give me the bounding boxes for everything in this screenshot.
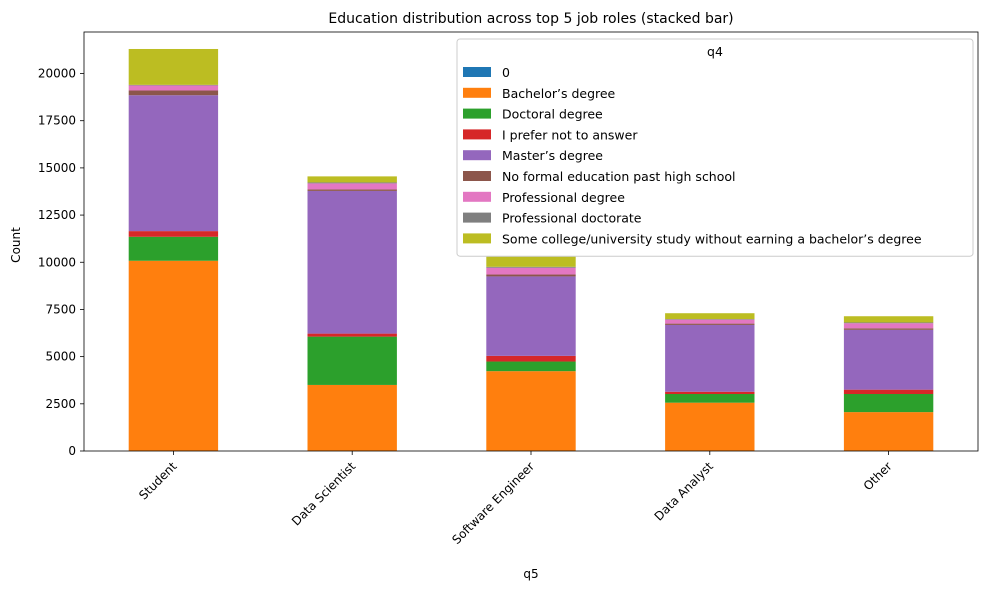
x-tick-label: Data Analyst — [652, 459, 717, 524]
bar-segment-other-series-1 — [843, 412, 934, 451]
bar-segment-data-scientist-series-2 — [307, 336, 397, 385]
y-tick-label: 15000 — [38, 161, 76, 175]
bar-segment-student-series-6 — [128, 85, 219, 91]
bar-segment-software-engineer-series-4 — [486, 276, 576, 356]
bars-layer — [128, 48, 934, 451]
x-tick-label: Data Scientist — [289, 459, 359, 529]
legend-swatch — [463, 87, 491, 98]
x-axis-label: q5 — [523, 567, 538, 581]
legend-box — [456, 38, 974, 257]
bar-segment-data-analyst-series-3 — [665, 391, 755, 395]
bar-segment-student-series-5 — [128, 90, 219, 96]
bar-segment-other-series-8 — [843, 316, 934, 323]
bar-segment-data-scientist-series-3 — [307, 333, 397, 337]
legend-swatch — [463, 191, 491, 202]
bar-segment-student-series-1 — [128, 260, 219, 451]
bar-segment-other-series-4 — [843, 329, 934, 390]
legend-entry-label: Master’s degree — [502, 148, 603, 163]
bar-segment-data-scientist-series-7 — [307, 182, 397, 184]
bar-segment-student-series-2 — [128, 236, 219, 261]
y-tick-label: 7500 — [45, 302, 76, 316]
bar-segment-data-analyst-series-5 — [665, 323, 755, 325]
y-tick-label: 2500 — [45, 397, 76, 411]
x-tick-label: Other — [861, 459, 895, 493]
chart-title: Education distribution across top 5 job … — [328, 11, 733, 27]
bar-segment-other-series-2 — [843, 394, 934, 413]
bar-segment-data-scientist-series-4 — [307, 190, 397, 334]
legend-entry-label: No formal education past high school — [502, 169, 736, 184]
bar-segment-other-series-7 — [843, 322, 934, 324]
bar-segment-data-analyst-series-1 — [665, 402, 755, 451]
legend-swatch — [463, 212, 491, 223]
legend: q4 0 Bachelor’s degree Doctoral degree I pre… — [456, 38, 974, 257]
legend-entry-label: Professional degree — [502, 190, 625, 205]
legend-entry-label: Professional doctorate — [502, 211, 642, 226]
bar-segment-data-scientist-series-8 — [307, 176, 397, 183]
bar-segment-other-series-6 — [843, 323, 934, 329]
y-tick-label: 0 — [68, 444, 76, 458]
bar-segment-software-engineer-series-7 — [486, 266, 576, 268]
y-tick-label: 12500 — [38, 208, 76, 222]
legend-swatch — [463, 233, 491, 244]
y-tick-label: 17500 — [38, 114, 76, 128]
legend-entry-label: Some college/university study without ea… — [502, 231, 922, 246]
bar-segment-student-series-8 — [128, 48, 219, 85]
bar-segment-data-analyst-series-7 — [665, 319, 755, 320]
bar-segment-data-scientist-series-1 — [307, 384, 397, 451]
x-tick-label: Student — [136, 459, 180, 503]
bar-segment-student-series-3 — [128, 231, 219, 237]
x-tick-label: Software Engineer — [449, 459, 537, 547]
bar-segment-data-analyst-series-6 — [665, 319, 755, 324]
legend-title: q4 — [707, 44, 723, 59]
legend-swatch — [463, 67, 491, 77]
bar-segment-student-series-4 — [128, 95, 219, 232]
bar-segment-software-engineer-series-5 — [486, 274, 576, 277]
bar-segment-student-series-7 — [128, 84, 219, 86]
bar-segment-software-engineer-series-1 — [486, 371, 576, 451]
bar-segment-software-engineer-series-3 — [486, 355, 576, 362]
legend-swatch — [463, 108, 491, 119]
bar-segment-data-scientist-series-5 — [307, 189, 397, 191]
legend-swatch — [463, 171, 491, 181]
legend-swatch — [463, 129, 491, 140]
bar-segment-software-engineer-series-2 — [486, 361, 576, 372]
legend-entry-label: Doctoral degree — [502, 107, 603, 122]
bar-segment-data-analyst-series-4 — [665, 324, 755, 392]
y-tick-label: 5000 — [45, 350, 76, 364]
bar-segment-other-series-3 — [843, 389, 934, 395]
bar-segment-data-scientist-series-6 — [307, 183, 397, 190]
y-axis-label: Count — [9, 227, 23, 263]
legend-entry-label: I prefer not to answer — [502, 127, 638, 142]
legend-entry-label: Bachelor’s degree — [502, 86, 616, 101]
y-tick-label: 20000 — [38, 67, 76, 81]
bar-segment-data-analyst-series-8 — [665, 313, 755, 320]
y-tick-label: 10000 — [38, 255, 76, 269]
legend-swatch — [463, 150, 491, 161]
bar-segment-other-series-5 — [843, 328, 934, 330]
legend-entry-label: 0 — [502, 65, 510, 80]
bar-segment-data-analyst-series-2 — [665, 394, 755, 403]
bar-segment-software-engineer-series-6 — [486, 267, 576, 275]
bar-segment-software-engineer-series-8 — [486, 256, 576, 267]
